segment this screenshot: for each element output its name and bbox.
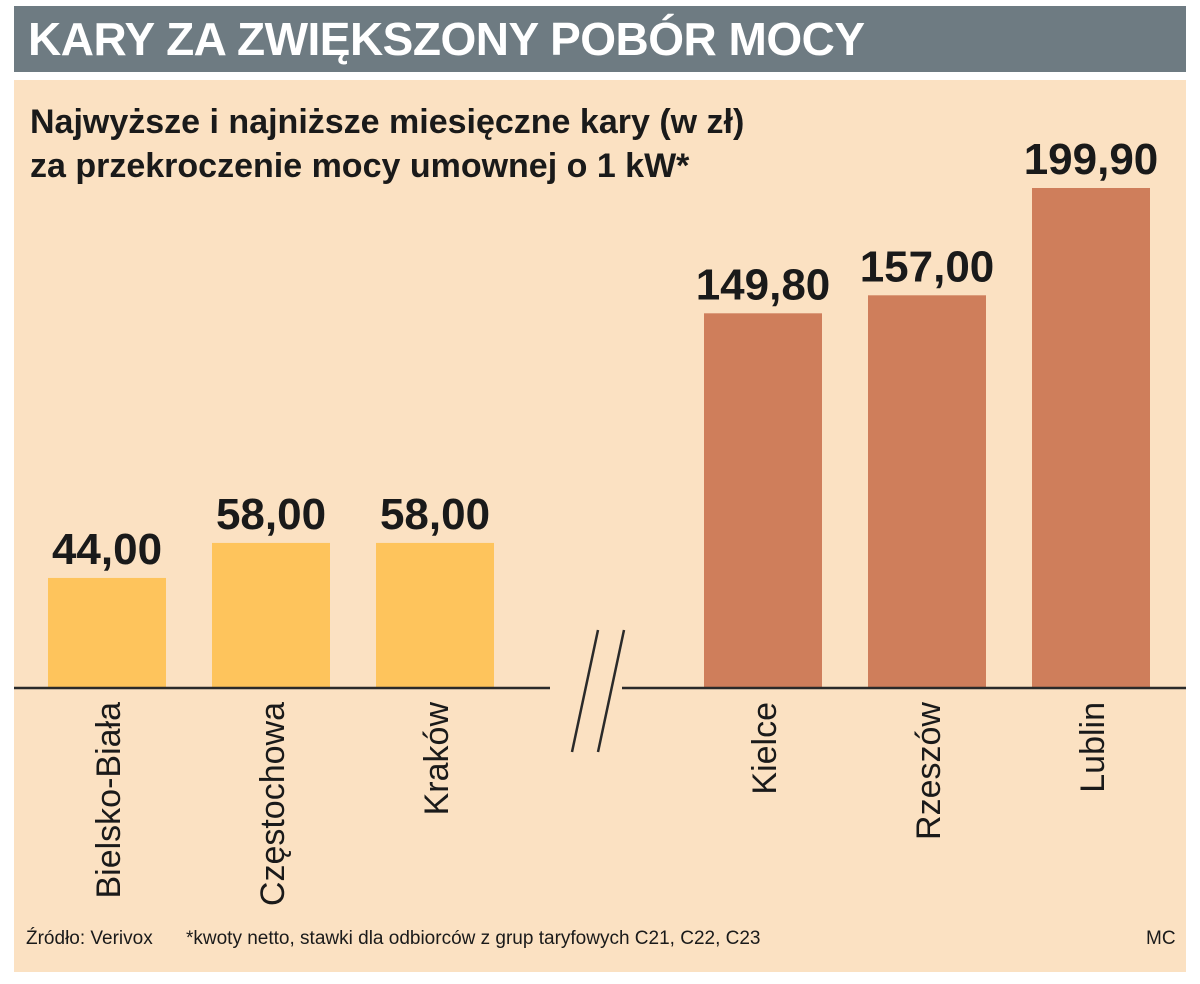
- source-note: Źródło: Verivox: [26, 928, 153, 949]
- data-label: 199,90: [1024, 135, 1159, 184]
- category-label: Kraków: [418, 702, 456, 816]
- data-label: 149,80: [696, 260, 831, 309]
- bar: [1032, 188, 1150, 688]
- bar: [212, 542, 330, 688]
- axis-break-mark: [570, 629, 600, 753]
- subtitle-line-1: Najwyższe i najniższe miesięczne kary (w…: [30, 103, 745, 141]
- footnote: *kwoty netto, stawki dla odbiorców z gru…: [186, 928, 761, 949]
- category-label: Rzeszów: [910, 702, 948, 840]
- data-label: 58,00: [380, 490, 490, 539]
- title-banner: KARY ZA ZWIĘKSZONY POBÓR MOCY: [14, 6, 1186, 72]
- bar: [704, 313, 822, 688]
- data-label: 58,00: [216, 490, 326, 539]
- chart-panel: [14, 80, 1186, 972]
- data-label: 157,00: [860, 242, 995, 291]
- bar: [48, 577, 166, 688]
- category-label: Kielce: [746, 702, 784, 795]
- category-label: Częstochowa: [254, 702, 292, 906]
- author-credit: MC: [1146, 928, 1176, 949]
- data-label: 44,00: [52, 525, 162, 574]
- chart-subtitle: Najwyższe i najniższe miesięczne kary (w…: [30, 100, 744, 188]
- category-label: Lublin: [1074, 702, 1112, 793]
- chart-title: KARY ZA ZWIĘKSZONY POBÓR MOCY: [28, 13, 865, 65]
- bar: [868, 295, 986, 688]
- axis-break-mark: [596, 629, 626, 753]
- subtitle-line-2: za przekroczenie mocy umownej o 1 kW*: [30, 147, 690, 185]
- bar: [376, 542, 494, 688]
- category-label: Bielsko-Biała: [90, 702, 128, 899]
